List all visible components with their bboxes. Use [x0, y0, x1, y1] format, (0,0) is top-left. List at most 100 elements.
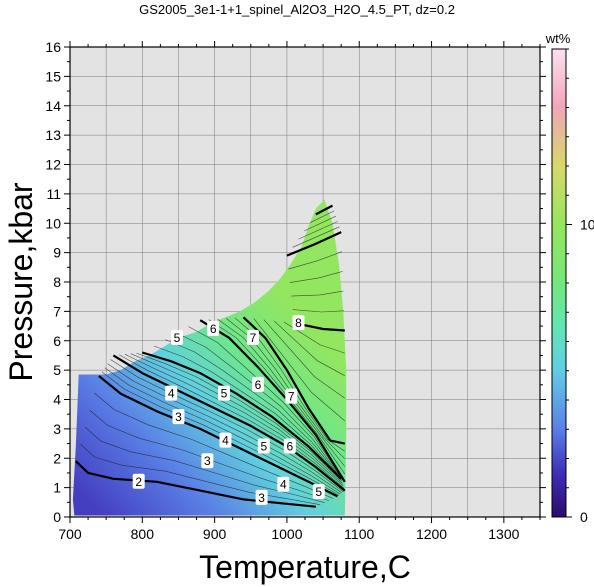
y-tick-label: 0 [53, 509, 61, 525]
y-tick-label: 12 [45, 157, 61, 173]
contour-label-bg [172, 409, 185, 425]
contour-label: 8 [295, 316, 302, 330]
contour-line-3 [98, 375, 338, 498]
isoline [217, 318, 346, 467]
isoline [119, 354, 345, 489]
isoline [298, 221, 338, 240]
contour-label-bg [201, 453, 214, 469]
y-tick-label: 9 [53, 245, 61, 261]
contour-label-bg [252, 376, 264, 392]
colorbar-ticks: 0 10 [566, 48, 594, 525]
isoline [80, 443, 321, 505]
contour-label: 5 [260, 440, 267, 454]
contour-label: 5 [174, 331, 181, 345]
y-tick-label: 1 [53, 480, 61, 496]
isoline [110, 359, 344, 492]
isoline [273, 320, 345, 376]
y-tick-label: 3 [53, 421, 61, 437]
contour-label: 6 [286, 440, 293, 454]
isoline [253, 318, 345, 422]
contour-line-4 [112, 354, 346, 492]
contour-line-6 [199, 319, 346, 483]
contour-label-bg [255, 489, 268, 505]
contour-label-bg [277, 476, 290, 492]
y-tick-label: 2 [53, 450, 61, 466]
isoline [84, 426, 325, 503]
contour-line-2 [75, 460, 316, 508]
contour-line-7 [242, 316, 346, 445]
contour-label: 3 [258, 491, 265, 505]
isoline [188, 326, 345, 482]
isoline [124, 354, 344, 487]
contour-label: 5 [315, 485, 322, 499]
y-tick-label: 11 [46, 186, 61, 202]
contour-label: 3 [175, 410, 182, 424]
data-field-region [72, 199, 347, 516]
contour-label: 4 [168, 387, 175, 401]
isoline [165, 339, 343, 481]
x-tick-label: 1100 [344, 526, 374, 542]
y-tick-label: 5 [53, 362, 61, 378]
isoline [304, 215, 337, 232]
contour-label-bg [246, 329, 259, 345]
isoline [263, 319, 345, 399]
contour-label-bg [283, 438, 296, 454]
x-tick-label: 900 [203, 526, 227, 542]
x-tick-label: 800 [131, 526, 155, 542]
contour-line-9 [286, 231, 342, 257]
isoline [309, 210, 335, 223]
axis-ticks [64, 41, 546, 523]
contour-label: 4 [280, 478, 287, 492]
x-tick-label: 700 [58, 526, 82, 542]
isoline [94, 392, 334, 499]
isoline [130, 353, 343, 484]
y-tick-label: 4 [53, 392, 61, 408]
isoline [153, 345, 343, 480]
contour-label: 6 [210, 322, 217, 336]
contour-line-5 [141, 351, 342, 480]
isoline [288, 251, 343, 270]
contour-label: 3 [204, 454, 211, 468]
contour-label: 6 [255, 378, 262, 392]
contour-label-bg [165, 385, 178, 401]
isoline [292, 309, 345, 313]
x-tick-labels: 700 800 900 1000 1100 1200 1300 [58, 526, 519, 542]
y-tick-label: 10 [45, 215, 61, 231]
contour-label-bg [219, 432, 232, 448]
y-tick-label: 16 [45, 39, 61, 55]
isoline [226, 318, 346, 460]
chart-title: GS2005_3e1-1+1_spinel_Al2O3_H2O_4.5_PT, … [139, 2, 455, 17]
x-axis-title: Temperature,C [199, 549, 411, 585]
y-tick-label: 8 [53, 274, 61, 290]
contour-label-bg [292, 315, 305, 331]
contour-lines [75, 204, 346, 508]
contour-label: 4 [222, 434, 229, 448]
y-tick-label: 6 [53, 333, 61, 349]
contour-label-bg [257, 438, 270, 454]
x-tick-label: 1300 [488, 526, 519, 542]
isoline [291, 290, 344, 297]
colorbar-tick-label: 10 [580, 217, 594, 233]
contour-label: 2 [135, 475, 142, 489]
isoline [292, 226, 340, 248]
contour-label: 7 [250, 331, 257, 345]
x-tick-label: 1200 [416, 526, 447, 542]
y-tick-label: 7 [53, 303, 61, 319]
contour-label-bg [312, 484, 325, 500]
contour-label: 7 [288, 390, 295, 404]
y-tick-label: 14 [45, 98, 61, 114]
contour-line-10 [315, 204, 334, 216]
contour-label-bg [132, 473, 145, 489]
colorbar-label: wt% [545, 31, 571, 46]
y-tick-label: 13 [45, 127, 61, 143]
colorbar-tick-label: 0 [580, 509, 588, 525]
isoline [136, 352, 343, 482]
colorbar [551, 48, 567, 518]
contour-label-bg [171, 329, 184, 345]
contour-label-bg [207, 321, 220, 336]
contour-label-bg [218, 385, 231, 401]
contour-label: 5 [221, 387, 228, 401]
